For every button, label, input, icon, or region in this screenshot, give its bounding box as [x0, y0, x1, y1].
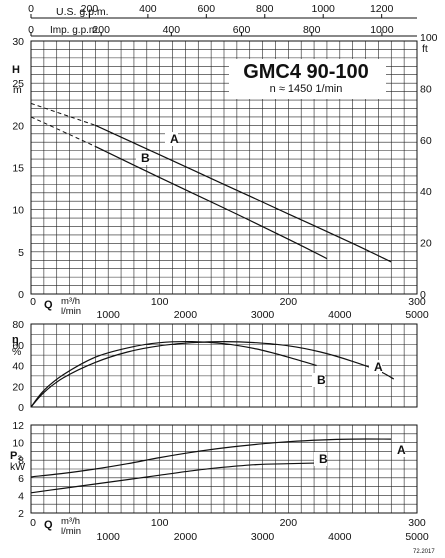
head-curve-a-dashed	[30, 102, 96, 126]
plot-frame	[30, 424, 418, 514]
tick-label-usgpm: 400	[139, 3, 157, 15]
q-label-1: Q	[44, 299, 53, 311]
plot-frame	[30, 323, 418, 408]
chart-title: GMC4 90-100	[243, 61, 369, 83]
tick-label-head: 10	[12, 205, 24, 217]
head-axis-label: H	[12, 64, 20, 76]
tick-label-usgpm: 600	[198, 3, 216, 15]
curve-label-bg	[369, 360, 382, 374]
curve-label-a: A	[397, 443, 406, 457]
tick-label-head-ft: 0	[420, 289, 426, 301]
tick-label-head: 20	[12, 120, 24, 132]
tick-label-power: 10	[12, 438, 24, 450]
tick-label-head: 15	[12, 163, 24, 175]
head-axis-unit: m	[13, 84, 22, 96]
curve-label-bg	[312, 373, 325, 387]
tick-label-q-lmin: 2000	[174, 309, 198, 321]
tick-label-q-m3h: 300	[408, 296, 426, 308]
tick-label-head: 5	[18, 247, 24, 259]
tick-label-q-lmin: 4000	[328, 309, 352, 321]
q-unit-m3h-1: m³/h	[61, 296, 80, 307]
tick-label-q-lmin: 2000	[174, 531, 198, 543]
efficiency-curve-a	[30, 340, 395, 408]
curve-label-bg	[165, 132, 178, 146]
tick-label-q-m3h: 200	[280, 296, 298, 308]
curve-label-b: B	[317, 373, 326, 387]
tick-label-impgpm: 0	[28, 24, 34, 36]
plot-frame	[30, 40, 418, 295]
tick-label-q-lmin: 1000	[97, 309, 121, 321]
top-usgpm-label: U.S. g.p.m.	[56, 6, 109, 18]
power-axis-unit: kW	[10, 461, 25, 473]
tick-label-power: 2	[18, 508, 24, 520]
q-unit-m3h-2: m³/h	[61, 516, 80, 527]
tick-label-q-lmin: 3000	[251, 531, 275, 543]
head-curve-a	[95, 124, 392, 263]
tick-label-q-m3h: 0	[30, 517, 36, 529]
power-curve-b	[30, 462, 327, 494]
tick-label-q-lmin: 3000	[251, 309, 275, 321]
tick-label-q-m3h: 200	[280, 517, 298, 529]
power-axis-label: P₂	[10, 450, 22, 462]
curve-label-a: A	[374, 360, 383, 374]
efficiency-curve-b	[30, 340, 317, 408]
tick-label-head: 0	[18, 289, 24, 301]
tick-label-q-m3h: 100	[151, 517, 169, 529]
tick-label-usgpm: 0	[28, 3, 34, 15]
title-box	[229, 59, 386, 99]
tick-label-q-lmin: 5000	[405, 309, 429, 321]
tick-label-impgpm: 400	[163, 24, 181, 36]
tick-label-head-ft: 60	[420, 135, 432, 147]
curve-label-bg	[314, 452, 327, 466]
tick-label-head: 25	[12, 78, 24, 90]
tick-label-usgpm: 1000	[312, 3, 336, 15]
tick-label-q-lmin: 4000	[328, 531, 352, 543]
head-axis-right-unit: ft	[422, 43, 428, 55]
tick-label-head: 30	[12, 36, 24, 48]
tick-label-head-ft: 80	[420, 83, 432, 95]
tick-label-power: 6	[18, 473, 24, 485]
top-impgpm-label: Imp. g.p.m.	[50, 25, 100, 36]
tick-label-usgpm: 200	[81, 3, 99, 15]
eff-axis-label: η	[12, 334, 19, 346]
power-curve-a	[30, 438, 392, 478]
q-unit-lmin-2: l/min	[61, 526, 81, 537]
tick-label-impgpm: 200	[92, 24, 110, 36]
tick-label-usgpm: 800	[256, 3, 274, 15]
tick-label-efficiency: 0	[18, 402, 24, 414]
curve-label-bg	[136, 151, 149, 165]
footer-code: 72.2017	[413, 549, 435, 555]
tick-label-efficiency: 60	[12, 340, 24, 352]
tick-label-efficiency: 20	[12, 381, 24, 393]
tick-label-head-ft: 100	[420, 32, 438, 44]
curve-label-a: A	[170, 132, 179, 146]
tick-label-efficiency: 40	[12, 361, 24, 373]
curve-label-b: B	[141, 151, 150, 165]
head-curve-b-dashed	[30, 116, 96, 147]
tick-label-power: 4	[18, 490, 24, 502]
tick-label-impgpm: 1000	[370, 24, 394, 36]
q-unit-lmin-1: l/min	[61, 306, 81, 317]
chart-subtitle: n ≈ 1450 1/min	[270, 83, 343, 95]
tick-label-power: 12	[12, 420, 24, 432]
tick-label-q-lmin: 1000	[97, 531, 121, 543]
q-label-2: Q	[44, 519, 53, 531]
curve-label-bg	[392, 443, 405, 457]
tick-label-usgpm: 1200	[370, 3, 394, 15]
curve-label-b: B	[319, 452, 328, 466]
tick-label-q-m3h: 100	[151, 296, 169, 308]
tick-label-head-ft: 20	[420, 238, 432, 250]
tick-label-impgpm: 800	[303, 24, 321, 36]
head-curve-b	[95, 145, 328, 260]
tick-label-q-lmin: 5000	[405, 531, 429, 543]
eff-axis-unit: %	[12, 346, 21, 358]
tick-label-impgpm: 600	[233, 24, 251, 36]
tick-label-q-m3h: 300	[408, 517, 426, 529]
tick-label-head-ft: 40	[420, 186, 432, 198]
tick-label-power: 8	[18, 455, 24, 467]
tick-label-efficiency: 80	[12, 319, 24, 331]
tick-label-q-m3h: 0	[30, 296, 36, 308]
